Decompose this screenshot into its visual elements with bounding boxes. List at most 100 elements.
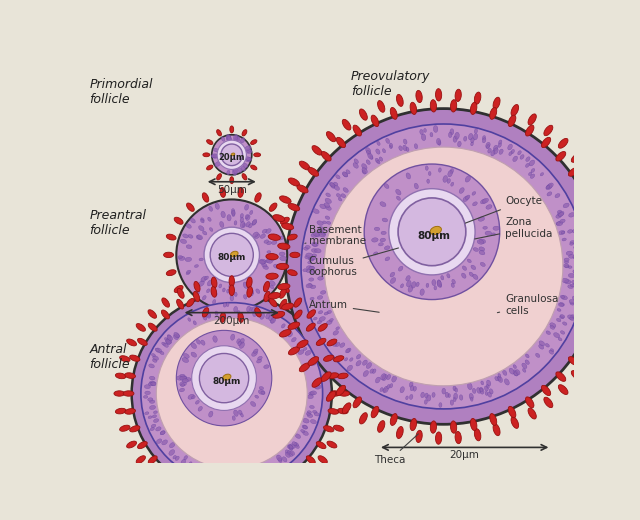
Ellipse shape (230, 251, 238, 257)
Ellipse shape (150, 406, 156, 409)
Ellipse shape (336, 175, 340, 179)
Ellipse shape (321, 232, 325, 236)
Ellipse shape (264, 281, 269, 292)
Ellipse shape (244, 474, 248, 479)
Ellipse shape (363, 371, 369, 376)
Ellipse shape (424, 400, 428, 404)
Ellipse shape (289, 178, 300, 186)
Ellipse shape (276, 455, 282, 461)
Ellipse shape (490, 389, 493, 394)
Ellipse shape (564, 280, 571, 284)
Ellipse shape (342, 172, 348, 177)
Ellipse shape (302, 425, 308, 429)
Ellipse shape (493, 97, 500, 109)
Ellipse shape (397, 426, 403, 438)
Ellipse shape (231, 153, 235, 155)
Circle shape (141, 303, 323, 484)
Ellipse shape (174, 217, 183, 224)
Ellipse shape (387, 374, 390, 380)
Circle shape (192, 346, 257, 410)
Ellipse shape (558, 138, 568, 148)
Ellipse shape (546, 331, 550, 334)
Ellipse shape (241, 413, 243, 417)
Ellipse shape (250, 289, 254, 294)
Ellipse shape (314, 249, 321, 253)
Ellipse shape (170, 443, 175, 448)
Ellipse shape (253, 153, 260, 157)
Ellipse shape (582, 355, 593, 363)
Ellipse shape (382, 374, 387, 381)
Ellipse shape (378, 421, 385, 432)
Ellipse shape (309, 266, 314, 269)
Ellipse shape (312, 243, 317, 246)
Ellipse shape (138, 339, 147, 345)
Ellipse shape (289, 447, 292, 450)
Ellipse shape (251, 140, 257, 145)
Ellipse shape (410, 394, 413, 399)
Ellipse shape (250, 475, 253, 479)
Ellipse shape (278, 243, 290, 250)
Ellipse shape (479, 247, 484, 251)
Ellipse shape (321, 291, 326, 294)
Ellipse shape (161, 310, 170, 319)
Ellipse shape (266, 259, 270, 263)
Ellipse shape (195, 465, 199, 470)
Ellipse shape (244, 204, 248, 210)
Ellipse shape (319, 232, 325, 237)
Ellipse shape (248, 224, 252, 228)
Ellipse shape (593, 303, 605, 310)
Ellipse shape (570, 241, 575, 244)
Ellipse shape (198, 226, 204, 231)
Ellipse shape (248, 290, 253, 296)
Ellipse shape (366, 362, 372, 369)
Ellipse shape (300, 161, 310, 170)
Ellipse shape (182, 358, 189, 362)
Ellipse shape (453, 136, 457, 142)
Ellipse shape (555, 193, 560, 198)
Ellipse shape (365, 148, 371, 153)
Ellipse shape (282, 303, 294, 310)
Ellipse shape (220, 313, 225, 322)
Ellipse shape (573, 269, 578, 273)
Ellipse shape (180, 382, 186, 386)
Ellipse shape (312, 254, 317, 257)
Ellipse shape (160, 431, 165, 435)
Ellipse shape (250, 473, 253, 478)
Ellipse shape (495, 376, 498, 381)
Ellipse shape (193, 291, 200, 302)
Ellipse shape (333, 425, 344, 431)
Ellipse shape (432, 280, 436, 285)
Ellipse shape (330, 183, 334, 187)
Ellipse shape (520, 154, 524, 159)
Ellipse shape (303, 347, 307, 350)
Ellipse shape (556, 151, 566, 161)
Ellipse shape (314, 317, 317, 320)
Ellipse shape (572, 280, 577, 284)
Ellipse shape (529, 172, 532, 176)
Ellipse shape (311, 256, 316, 259)
Ellipse shape (511, 417, 518, 428)
Ellipse shape (559, 316, 564, 319)
Ellipse shape (333, 182, 338, 186)
Ellipse shape (227, 135, 231, 142)
Ellipse shape (308, 257, 314, 261)
Ellipse shape (245, 215, 248, 219)
Ellipse shape (536, 353, 540, 357)
Ellipse shape (306, 283, 312, 288)
Ellipse shape (194, 281, 200, 292)
Ellipse shape (403, 145, 407, 151)
Ellipse shape (575, 297, 580, 301)
Ellipse shape (245, 159, 250, 162)
Ellipse shape (481, 199, 486, 204)
Ellipse shape (509, 152, 512, 155)
Ellipse shape (213, 336, 217, 342)
Ellipse shape (479, 387, 484, 394)
Ellipse shape (562, 238, 566, 241)
Ellipse shape (370, 369, 374, 373)
Ellipse shape (285, 452, 290, 458)
Ellipse shape (455, 89, 461, 101)
Ellipse shape (191, 396, 195, 399)
Ellipse shape (416, 282, 419, 287)
Ellipse shape (318, 310, 323, 314)
Ellipse shape (550, 326, 555, 329)
